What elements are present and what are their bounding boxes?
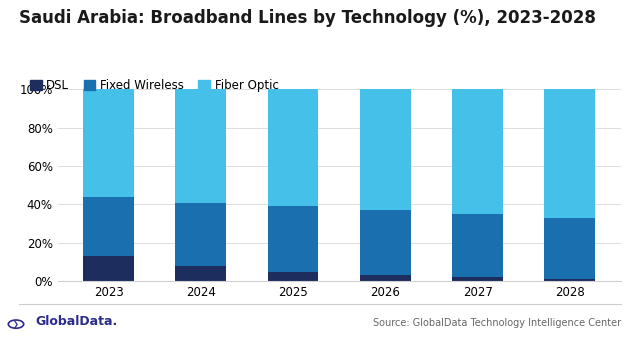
Text: GlobalData.: GlobalData. — [35, 315, 118, 328]
Bar — [452, 214, 503, 277]
Bar — [545, 89, 595, 218]
Bar — [452, 89, 503, 214]
Bar — [268, 206, 319, 272]
Bar — [360, 275, 411, 281]
Bar — [360, 89, 411, 210]
Text: ❯: ❯ — [13, 321, 19, 328]
Bar — [268, 272, 319, 281]
Bar — [175, 202, 226, 266]
Bar — [83, 89, 134, 197]
Bar — [545, 279, 595, 281]
Bar — [83, 197, 134, 256]
Bar — [360, 210, 411, 275]
Bar — [83, 256, 134, 281]
Bar — [545, 218, 595, 279]
Bar — [175, 266, 226, 281]
Bar — [452, 277, 503, 281]
Bar — [268, 89, 319, 206]
Legend: DSL, Fixed Wireless, Fiber Optic: DSL, Fixed Wireless, Fiber Optic — [25, 74, 284, 97]
Text: Saudi Arabia: Broadband Lines by Technology (%), 2023-2028: Saudi Arabia: Broadband Lines by Technol… — [19, 9, 596, 26]
Text: Source: GlobalData Technology Intelligence Center: Source: GlobalData Technology Intelligen… — [372, 318, 621, 328]
Bar — [175, 89, 226, 202]
